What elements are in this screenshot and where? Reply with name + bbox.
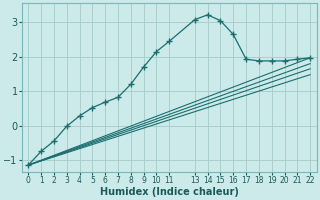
X-axis label: Humidex (Indice chaleur): Humidex (Indice chaleur) (100, 187, 239, 197)
